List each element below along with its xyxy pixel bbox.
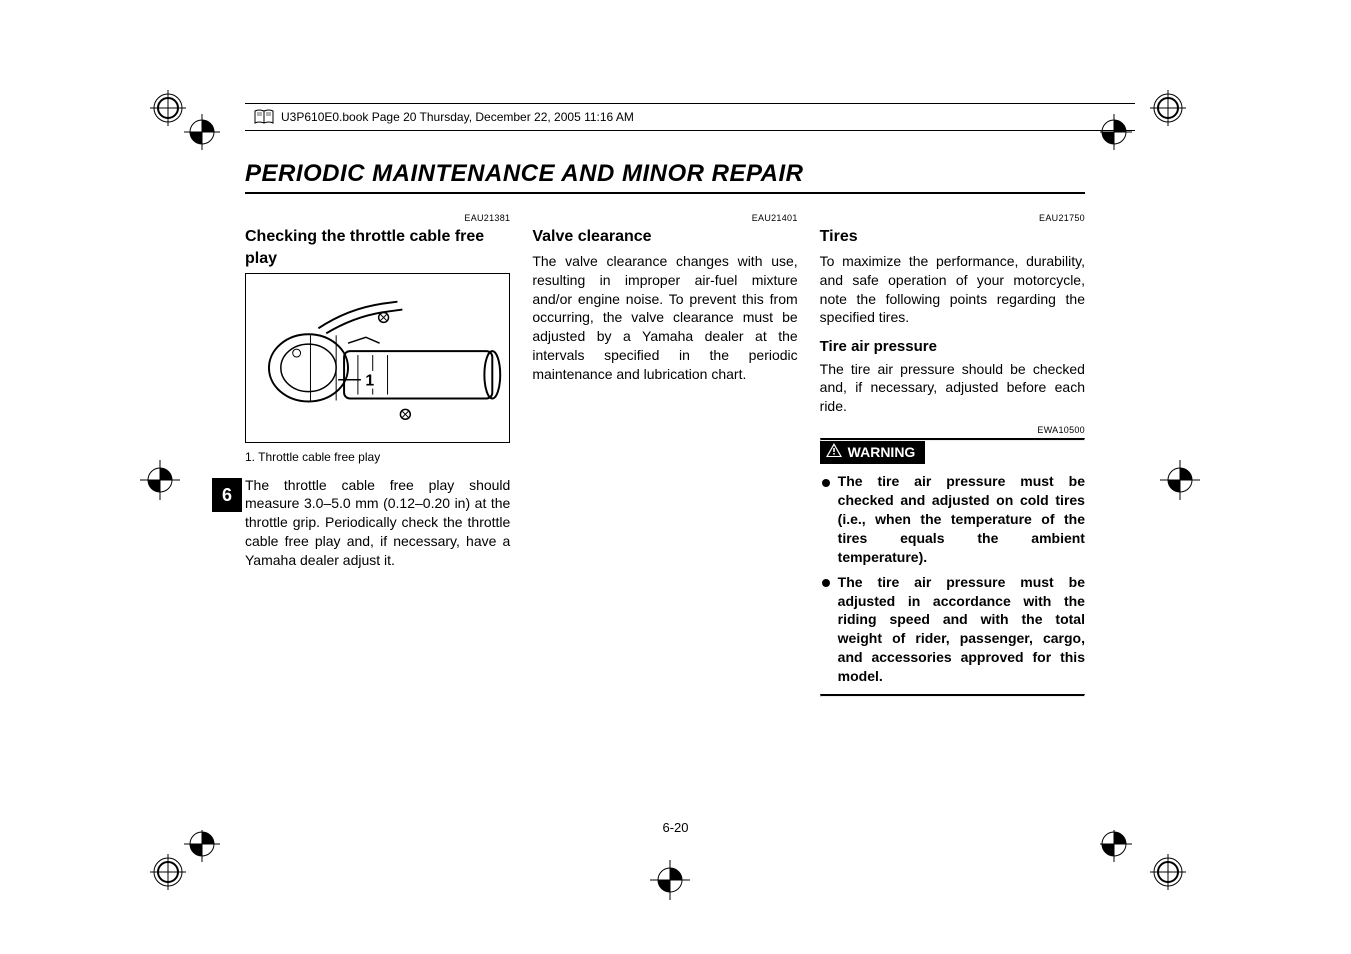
ref-code: EAU21401 bbox=[532, 212, 797, 224]
warning-ref: EWA10500 bbox=[820, 424, 1085, 436]
chapter-tab: 6 bbox=[212, 478, 242, 512]
ref-code: EAU21381 bbox=[245, 212, 510, 224]
warning-item: The tire air pressure must be adjusted i… bbox=[820, 573, 1085, 686]
crop-mark-icon bbox=[130, 450, 190, 510]
col2-heading: Valve clearance bbox=[532, 226, 797, 248]
header-text: U3P610E0.book Page 20 Thursday, December… bbox=[281, 110, 634, 124]
col2-body: The valve clearance changes with use, re… bbox=[532, 252, 797, 384]
content-area: PERIODIC MAINTENANCE AND MINOR REPAIR EA… bbox=[245, 160, 1085, 697]
col3-intro: To maximize the performance, durability,… bbox=[820, 252, 1085, 328]
ref-code: EAU21750 bbox=[820, 212, 1085, 224]
col3-subbody: The tire air pressure should be checked … bbox=[820, 360, 1085, 417]
warning-list: The tire air pressure must be checked an… bbox=[820, 472, 1085, 686]
crop-mark-icon bbox=[150, 830, 220, 890]
crop-mark-icon bbox=[1100, 830, 1190, 890]
crop-mark-icon bbox=[1150, 450, 1210, 510]
page-title: PERIODIC MAINTENANCE AND MINOR REPAIR bbox=[245, 160, 1085, 188]
page-number: 6-20 bbox=[0, 820, 1351, 835]
diagram-callout-number: 1 bbox=[365, 373, 374, 390]
col1-body: The throttle cable free play should meas… bbox=[245, 476, 510, 570]
columns: EAU21381 Checking the throttle cable fre… bbox=[245, 212, 1085, 697]
chapter-number: 6 bbox=[222, 485, 232, 506]
crop-mark-icon bbox=[640, 850, 700, 910]
title-rule bbox=[245, 192, 1085, 194]
document-header: U3P610E0.book Page 20 Thursday, December… bbox=[245, 103, 1135, 131]
crop-mark-icon bbox=[150, 90, 220, 150]
warning-triangle-icon bbox=[826, 443, 842, 462]
warning-item: The tire air pressure must be checked an… bbox=[820, 472, 1085, 566]
column-1: EAU21381 Checking the throttle cable fre… bbox=[245, 212, 510, 697]
column-2: EAU21401 Valve clearance The valve clear… bbox=[532, 212, 797, 697]
throttle-diagram: 1 bbox=[245, 273, 510, 443]
col3-subheading: Tire air pressure bbox=[820, 337, 1085, 357]
book-icon bbox=[253, 108, 275, 126]
column-3: EAU21750 Tires To maximize the performan… bbox=[820, 212, 1085, 697]
col1-heading: Checking the throttle cable free play bbox=[245, 226, 510, 269]
diagram-caption: 1. Throttle cable free play bbox=[245, 449, 510, 465]
warning-rule bbox=[820, 694, 1085, 697]
warning-label: WARNING bbox=[820, 441, 926, 464]
col3-heading: Tires bbox=[820, 226, 1085, 248]
warning-text: WARNING bbox=[848, 443, 916, 462]
page-root: U3P610E0.book Page 20 Thursday, December… bbox=[0, 0, 1351, 954]
